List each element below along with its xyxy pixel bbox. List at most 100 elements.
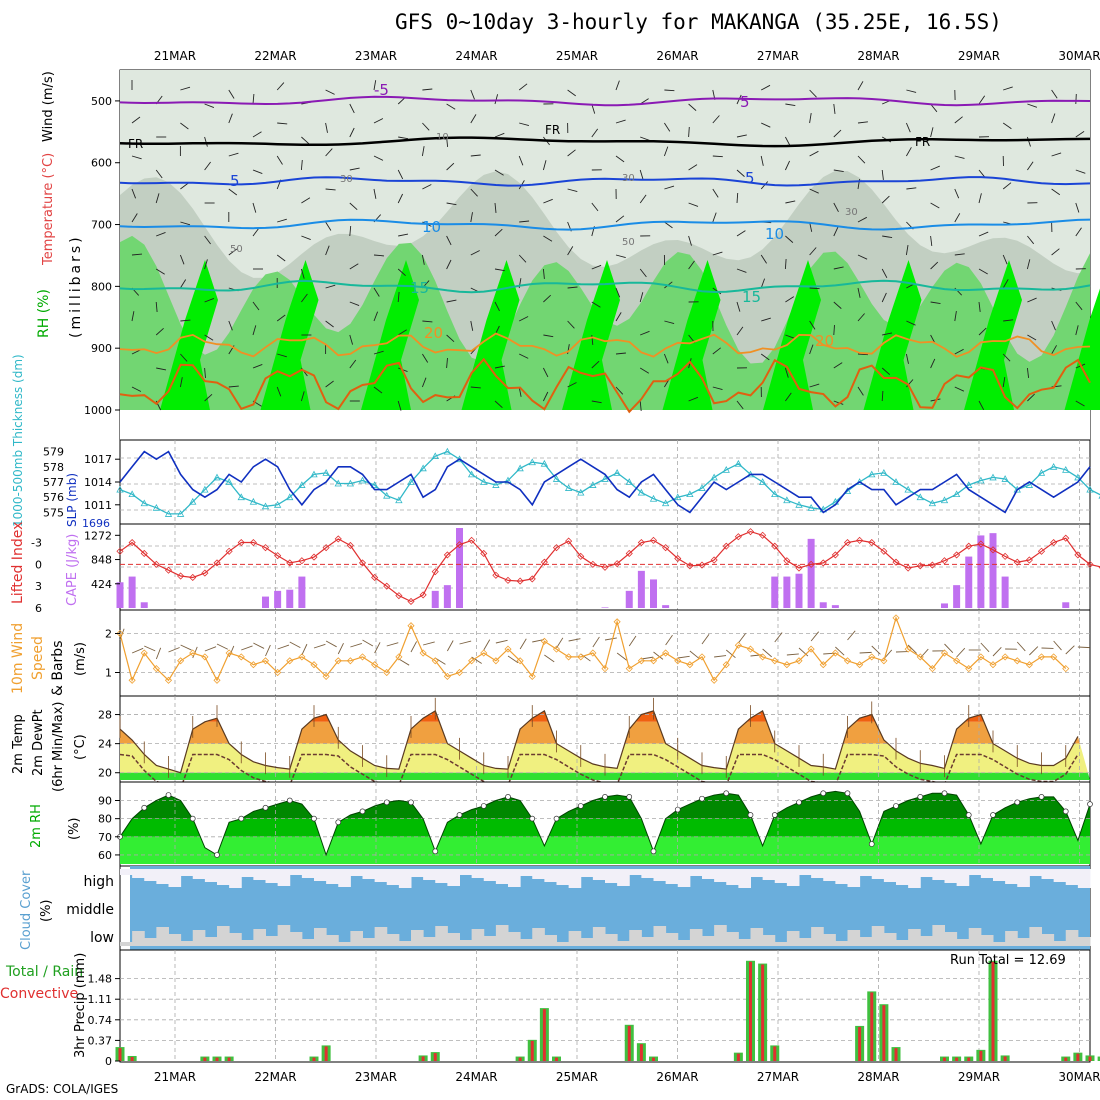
li-marker [201,569,209,577]
wind-barb [543,294,552,303]
cape-bar [274,590,282,608]
cloud-low [495,925,509,946]
wind-barb [300,391,305,402]
thickness-marker [201,485,209,493]
cloud-high [980,869,994,878]
precip-conv-bar [203,1057,207,1061]
wind-barb [156,367,167,371]
rh-plume [662,260,721,410]
wind-barb [180,279,187,289]
cloud-low [689,929,703,946]
cape-bar [819,602,827,608]
wind-barb [1051,345,1057,355]
thickness-tick: 575 [43,506,64,519]
cloud-low [435,926,448,946]
pressure-tick: 500 [91,95,112,108]
wind-barb [809,287,820,290]
contour-label: 5 [745,169,755,187]
rh-marker [893,803,899,809]
cloud-high [556,869,570,885]
wind-barb [349,127,355,138]
cloud-low [1065,930,1079,946]
cloud-low [677,940,691,946]
cloud-high [1077,869,1091,888]
wind-marker [637,657,645,665]
wind-barb [300,159,303,171]
wind-marker [407,622,415,630]
wind-barb [373,188,377,199]
surface-barb [774,632,783,643]
li-marker [928,561,936,569]
tick-label: 28 [98,709,112,722]
wind-barb [688,235,692,246]
wind-barb [228,385,239,388]
thickness-marker [880,469,888,476]
wind-barb [663,146,669,157]
surface-barb [786,653,799,656]
li-marker [540,558,548,566]
wind-barb [228,113,233,124]
wind-barb [494,202,497,213]
cloud-high [338,869,351,887]
cloud-low [301,939,315,946]
wind-barb [833,129,842,138]
cloud-low [726,932,739,946]
wind-barb [833,169,844,173]
contour-label: 30 [622,173,635,184]
contour-label: 20 [424,324,443,342]
cloud-low [192,930,206,946]
wind-barb [470,212,473,223]
wind-barb [954,386,965,392]
cloud-low [1041,934,1055,946]
cloud-high [956,869,970,886]
cloud-high [750,869,764,877]
wind-barb [809,150,819,157]
wind-barb [857,216,868,223]
wind-barb [1003,86,1013,91]
wind-marker [698,653,706,661]
cloud-high [774,869,788,883]
thickness-marker [298,481,306,488]
precip-conv-bar [130,1056,134,1061]
li-marker [419,591,427,599]
li-marker [189,573,197,582]
wind-barb [954,253,965,256]
li-marker [771,542,779,550]
li-marker [274,552,282,560]
wind-barb [155,193,160,204]
surface-barb [131,647,144,654]
cape-bar [1062,602,1070,608]
thickness-marker [189,497,197,505]
wind-barb [881,195,890,204]
tick-label: 70 [98,831,112,844]
contour-label: -5 [374,81,389,99]
li-marker [613,560,621,568]
date-label-top: 29MAR [958,49,1000,63]
rh-marker [141,804,148,811]
contour-label: FR [545,123,560,137]
wind-marker [686,661,694,669]
li-marker [674,554,682,563]
cloud-high [677,869,691,887]
wind-marker [213,676,221,684]
cloud-low [265,936,279,946]
wind-barb [954,155,965,159]
thickness-marker [225,478,233,485]
contour-labels: -5 5 FR FR FR 5 5 10 10 15 15 20 20 10 30 30 50 50 30 [128,81,930,350]
wind-barb [760,84,771,91]
cloud-high [968,869,982,875]
wind-barb [398,233,409,237]
surface-barb [653,651,664,660]
upper-air-panel: -5 5 FR FR FR 5 5 10 10 15 15 20 20 10 30 30 50 50 30 500 6… [36,69,1100,441]
wind-barb [833,400,844,405]
li-marker [552,544,561,552]
cape-bar [140,602,148,608]
li-marker [759,531,767,539]
contour-label: 30 [845,207,858,218]
wind-barb [761,317,771,322]
wind-barb [615,119,626,124]
cape-bar [771,576,779,608]
cape-li-panel: -3 0 3 6 1272 848 424 Lifted Index CAPE (J/kg) [10,522,1100,615]
wind-barb [542,391,549,402]
wind-barb [712,155,723,158]
